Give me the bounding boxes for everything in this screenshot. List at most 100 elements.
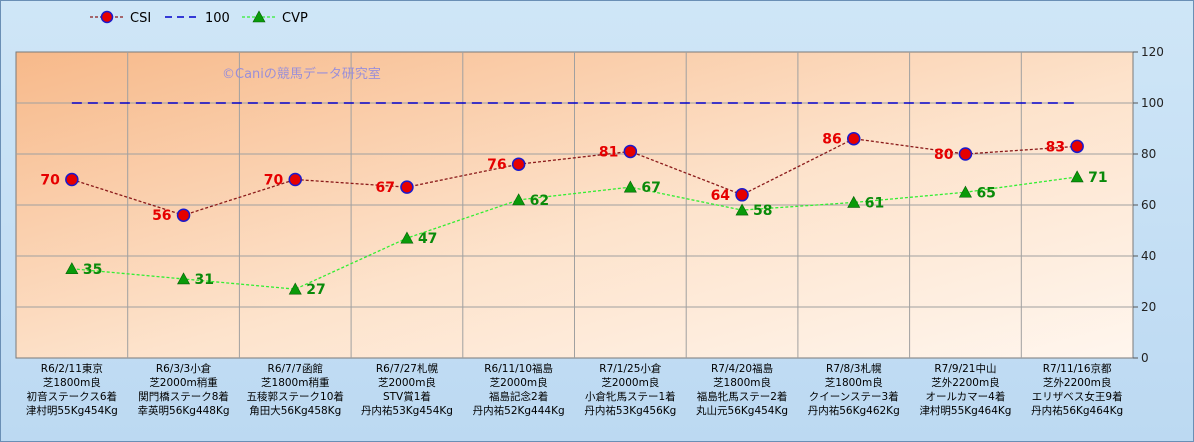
gridlines (16, 52, 1133, 358)
x-tick-label-line: R7/1/25小倉 (599, 362, 662, 375)
csi-marker (735, 188, 749, 202)
x-tick-label-line: 丹内祐53Kg454Kg (361, 404, 453, 417)
csi-marker (288, 172, 302, 187)
csi-marker (511, 157, 526, 171)
legend: CSI 100 CVP (90, 10, 308, 26)
x-tick-label-line: 芝外2200m良 (931, 376, 999, 389)
cvp-marker (847, 195, 861, 208)
cvp-data-label: 35 (83, 262, 102, 278)
csi-marker (847, 131, 861, 146)
cvp-data-label: 27 (306, 282, 325, 298)
csi-data-label: 67 (375, 180, 394, 196)
csi-data-label: 83 (1046, 139, 1065, 155)
cvp-marker (177, 272, 191, 285)
legend-marker-csi (100, 10, 114, 24)
cvp-data-label: 31 (195, 272, 214, 288)
x-tick-label-line: R6/11/10福島 (484, 362, 553, 375)
x-tick-label-line: STV賞1着 (383, 390, 431, 403)
legend-marker-cvp (252, 10, 266, 23)
cvp-marker (288, 282, 302, 295)
x-tick-label-line: 芝1800m良 (825, 376, 883, 389)
x-tick-label-line: 福島記念2着 (489, 390, 548, 403)
x-tick-label-line: 芝2000m良 (378, 376, 436, 389)
x-tick-label-line: 丹内祐52Kg444Kg (473, 404, 565, 417)
x-tick-label-line: 関門橋ステーク8着 (138, 390, 229, 403)
csi-data-label: 80 (934, 147, 954, 163)
csi-marker (400, 180, 414, 194)
y-tick-label: 20 (1141, 300, 1156, 314)
csi-data-label: 70 (40, 173, 60, 189)
x-tick-label-line: 角田大56Kg458Kg (249, 404, 341, 417)
x-tick-label-line: 福島牝馬ステー2着 (697, 390, 788, 403)
series-line-csi (71, 138, 1078, 216)
cvp-data-label: 62 (530, 193, 549, 209)
cvp-marker (1070, 170, 1084, 183)
x-tick-label-line: 五稜郭ステーク10着 (247, 390, 344, 403)
x-tick-label-line: 小倉牝馬ステー1着 (585, 390, 676, 403)
x-tick-label-line: エリザベス女王9着 (1032, 390, 1123, 403)
csi-data-label: 76 (487, 157, 506, 173)
cvp-data-label: 71 (1088, 170, 1107, 186)
y-tick-label: 40 (1141, 249, 1156, 263)
cvp-data-label: 67 (641, 180, 660, 196)
x-tick-label-line: 芝外2200m良 (1043, 376, 1111, 389)
csi-marker (623, 144, 638, 159)
csi-data-label: 64 (711, 188, 731, 204)
y-axis: 0 20 40 60 80 100 120 (1133, 45, 1164, 365)
x-tick-label-line: 津村明55Kg464Kg (919, 404, 1011, 417)
cvp-marker (735, 203, 749, 216)
x-tick-label-line: オールカマー4着 (926, 390, 1006, 403)
cvp-marker (623, 180, 637, 193)
cvp-marker (400, 231, 414, 244)
csi-data-label: 70 (264, 173, 284, 189)
x-tick-label-line: R6/3/3小倉 (156, 362, 212, 375)
x-tick-label-line: R6/7/27札幌 (376, 362, 439, 375)
watermark: ©Caniの競馬データ研究室 (222, 66, 381, 82)
x-tick-label-line: R7/9/21中山 (934, 362, 996, 375)
series-line-cvp (71, 176, 1078, 290)
cvp-data-label: 58 (753, 203, 772, 219)
x-tick-label-line: 津村明55Kg454Kg (26, 404, 118, 417)
cvp-data-label: 61 (865, 195, 884, 211)
x-tick-label-line: R7/8/3札幌 (826, 362, 882, 375)
csi-marker (1070, 139, 1084, 154)
cvp-marker (65, 262, 79, 275)
x-tick-label-line: 幸英明56Kg448Kg (138, 404, 230, 417)
x-tick-label-line: 初音ステークス6着 (27, 390, 117, 403)
x-tick-label-line: 丹内祐53Kg456Kg (584, 404, 676, 417)
x-tick-label-line: 芝2000m良 (490, 376, 548, 389)
x-tick-label-line: 芝1800m良 (43, 376, 101, 389)
csi-marker (176, 208, 191, 222)
cvp-data-label: 65 (976, 185, 995, 201)
x-tick-label-line: R6/7/7函館 (268, 362, 323, 375)
x-tick-label-line: 丹内祐56Kg462Kg (808, 404, 900, 417)
y-tick-label: 120 (1141, 45, 1164, 59)
cvp-data-label: 47 (418, 231, 437, 247)
csi-data-label: 86 (822, 132, 841, 148)
x-tick-label-line: R7/11/16京都 (1043, 362, 1112, 375)
y-tick-label: 100 (1141, 96, 1164, 110)
csi-data-label: 56 (152, 208, 171, 224)
legend-label-100: 100 (205, 11, 230, 26)
csi-marker (65, 172, 79, 187)
legend-label-cvp: CVP (282, 11, 308, 26)
cvp-marker (958, 185, 972, 198)
x-tick-label-line: 芝2000m稍重 (149, 376, 217, 389)
x-tick-label-line: 丸山元56Kg454Kg (696, 404, 788, 417)
x-tick-label-line: R7/4/20福島 (711, 362, 773, 375)
series-layer: 35 31 27 47 62 67 58 61 65 71 70 56 70 67 76 81 64 86 80 83 (40, 102, 1108, 298)
csi-data-label: 81 (599, 144, 618, 160)
csi-marker (958, 147, 973, 161)
x-tick-label-line: 芝2000m良 (601, 376, 659, 389)
legend-label-csi: CSI (130, 11, 151, 26)
x-tick-label-line: 丹内祐56Kg464Kg (1031, 404, 1123, 417)
x-tick-label-line: 芝1800m稍重 (261, 376, 329, 389)
